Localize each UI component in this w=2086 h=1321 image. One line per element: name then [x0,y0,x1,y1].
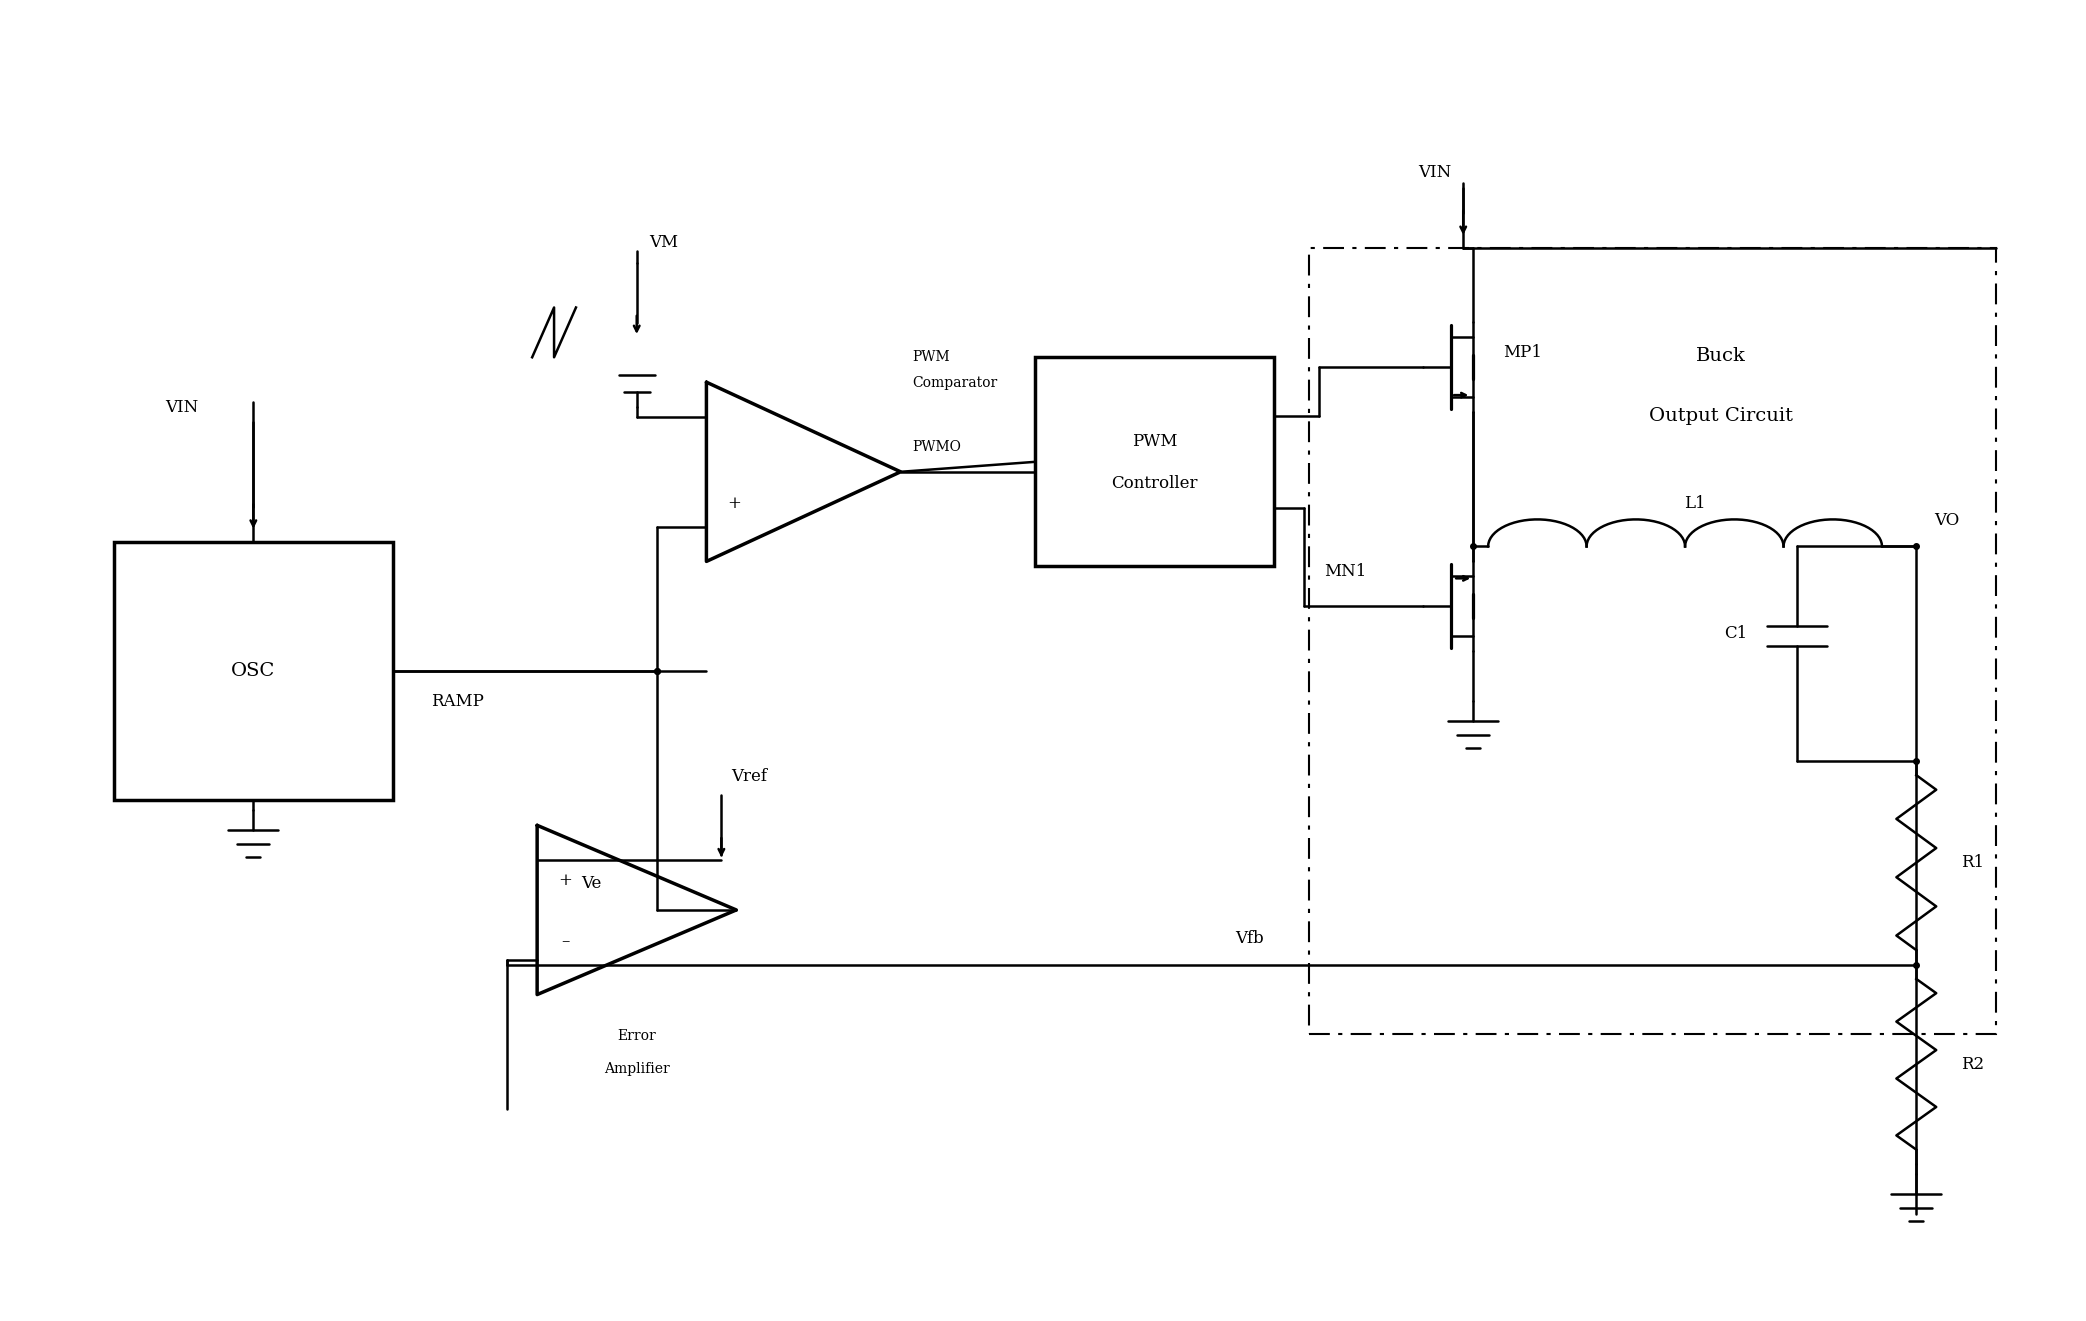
Text: VIN: VIN [1418,164,1452,181]
Text: C1: C1 [1723,625,1748,642]
Text: VIN: VIN [165,399,198,416]
Text: +: + [728,495,741,513]
Text: Vfb: Vfb [1235,930,1264,947]
Text: Error: Error [617,1029,657,1044]
Text: VO: VO [1934,511,1959,528]
Bar [115,542,392,801]
Text: Vref: Vref [732,769,768,786]
Text: MN1: MN1 [1325,563,1366,580]
Text: OSC: OSC [232,662,275,680]
Text: +: + [559,872,572,889]
Text: Controller: Controller [1112,476,1197,493]
Text: R2: R2 [1961,1055,1984,1073]
Text: L1: L1 [1683,494,1706,511]
Text: PWM: PWM [912,350,951,365]
Text: PWM: PWM [1133,433,1177,450]
Text: PWMO: PWMO [912,440,962,454]
Text: –: – [561,934,569,950]
Text: R1: R1 [1961,855,1984,871]
Text: VM: VM [649,234,678,251]
Text: Output Circuit: Output Circuit [1650,407,1794,425]
Bar [1308,248,1996,1034]
Text: MP1: MP1 [1504,343,1542,361]
Bar [1035,357,1275,567]
Text: RAMP: RAMP [432,692,484,709]
Text: Ve: Ve [582,875,603,892]
Text: Buck: Buck [1696,347,1746,366]
Text: Amplifier: Amplifier [603,1062,670,1077]
Text: Comparator: Comparator [912,376,997,390]
